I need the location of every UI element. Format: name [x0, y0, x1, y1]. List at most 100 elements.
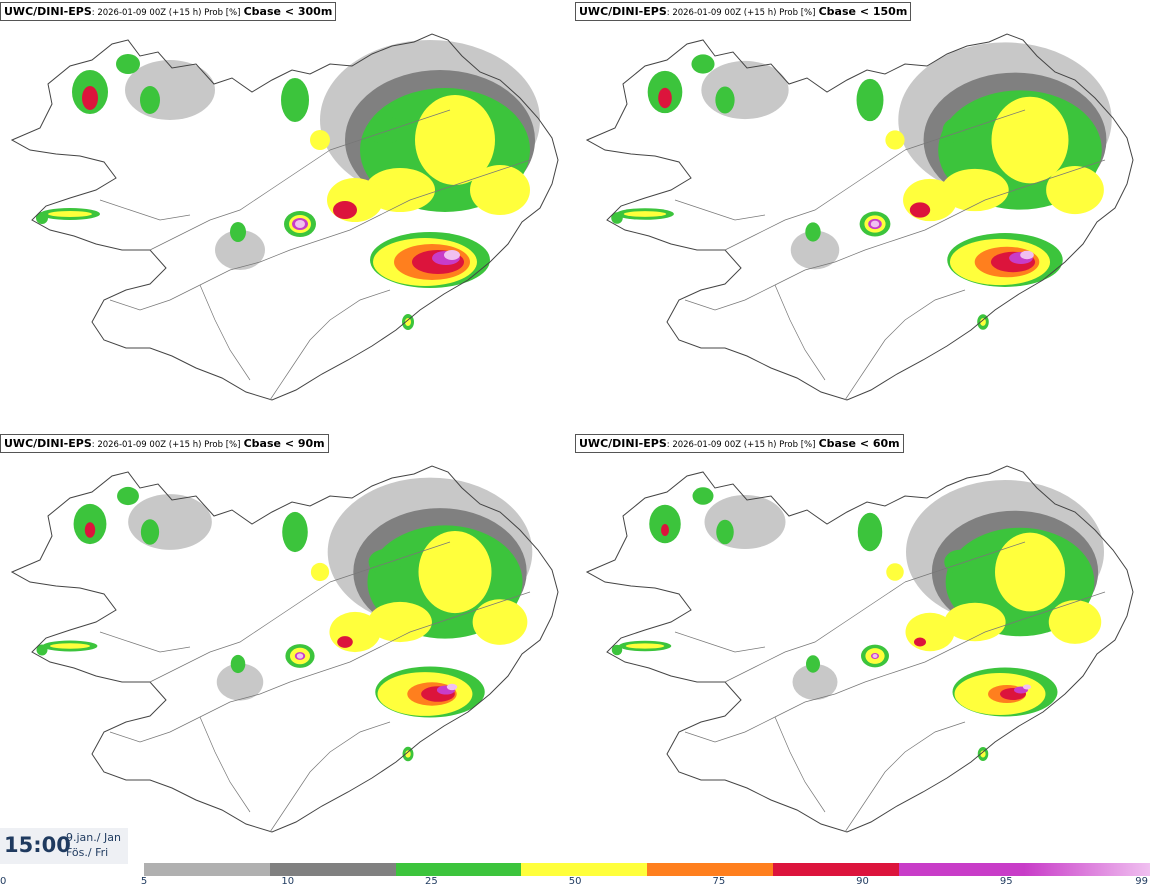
- probability-area: [36, 644, 48, 656]
- probability-area: [806, 655, 820, 673]
- probability-area: [117, 486, 139, 506]
- coastline: [10, 33, 559, 401]
- colorbar-tick-label: 90: [856, 876, 869, 887]
- colorbar-segment: [647, 863, 773, 876]
- colorbar-tick-label: 0: [0, 876, 7, 887]
- probability-area: [1020, 250, 1034, 260]
- probability-area: [84, 522, 96, 538]
- colorbar-tick-label: 95: [999, 876, 1013, 887]
- probability-area: [692, 487, 714, 505]
- probability-area: [281, 78, 309, 122]
- colorbar-tick-label: 5: [140, 876, 148, 887]
- colorbar-tick-label: 75: [712, 876, 726, 887]
- probability-area: [941, 168, 1009, 212]
- probability-area: [909, 202, 931, 218]
- probability-area: [230, 222, 246, 242]
- probability-layer: [611, 487, 1102, 761]
- road-line: [149, 149, 331, 251]
- threshold-label: Cbase < 60m: [818, 437, 900, 450]
- colorbar-tick-label: 50: [568, 876, 582, 887]
- probability-area: [625, 643, 665, 649]
- probability-area: [980, 318, 986, 326]
- colorbar-segment: [395, 863, 522, 876]
- probability-area: [215, 230, 265, 270]
- road-line: [684, 239, 896, 311]
- colorbar-tick-label: 10: [281, 876, 295, 887]
- run-info: : 2026-01-09 00Z (+15 h) Prob [%]: [666, 440, 816, 450]
- probability-area: [716, 519, 734, 545]
- probability-area: [790, 230, 840, 270]
- colorbar-segment: [772, 863, 899, 876]
- road-line: [99, 631, 191, 653]
- model-name: UWC/DINI-EPS: [4, 5, 92, 18]
- probability-area: [295, 220, 305, 228]
- valid-time: 15:00: [4, 833, 71, 857]
- probability-area: [333, 201, 357, 219]
- probability-area: [140, 519, 160, 545]
- panel-header: UWC/DINI-EPS: 2026-01-09 00Z (+15 h) Pro…: [575, 2, 912, 21]
- probability-area: [444, 250, 460, 260]
- colorbar-segment: [144, 863, 270, 876]
- probability-area: [805, 222, 821, 242]
- probability-area: [1046, 165, 1104, 215]
- probability-area: [405, 750, 411, 758]
- probability-area: [691, 54, 715, 74]
- valid-date-line2: Fös./ Fri: [66, 846, 109, 859]
- probability-area: [914, 637, 926, 647]
- probability-layer: [611, 54, 1107, 330]
- probability-map: [10, 465, 559, 833]
- probability-area: [792, 664, 838, 700]
- coastline: [585, 33, 1134, 401]
- probability-area: [611, 644, 623, 656]
- probability-area: [125, 60, 215, 120]
- road-line: [904, 109, 1026, 151]
- probability-area: [128, 494, 212, 550]
- model-name: UWC/DINI-EPS: [579, 437, 667, 450]
- threshold-label: Cbase < 150m: [818, 5, 908, 18]
- probability-area: [857, 512, 883, 552]
- probability-area: [48, 211, 92, 217]
- colorbar-tick-label: 99: [1135, 876, 1148, 887]
- panel-header: UWC/DINI-EPS: 2026-01-09 00Z (+15 h) Pro…: [575, 434, 904, 453]
- road-line: [199, 284, 251, 381]
- run-info: : 2026-01-09 00Z (+15 h) Prob [%]: [91, 8, 241, 18]
- probability-area: [886, 563, 904, 581]
- panel-header: UWC/DINI-EPS: 2026-01-09 00Z (+15 h) Pro…: [0, 434, 329, 453]
- valid-time-box: 15:00 9.jan./ Jan Fös./ Fri: [0, 828, 128, 864]
- model-name: UWC/DINI-EPS: [4, 437, 92, 450]
- probability-area: [368, 601, 432, 643]
- coastline: [10, 465, 559, 833]
- road-line: [684, 671, 896, 743]
- valid-date-line1: 9.jan./ Jan: [66, 831, 121, 844]
- probability-area: [1048, 600, 1102, 644]
- road-line: [329, 109, 451, 151]
- road-line: [99, 199, 191, 221]
- probability-layer: [36, 486, 528, 762]
- road-line: [894, 591, 1106, 673]
- map-panel-cbase-60: UWC/DINI-EPS: 2026-01-09 00Z (+15 h) Pro…: [575, 432, 1150, 860]
- probability-area: [310, 130, 330, 150]
- road-line: [319, 591, 531, 673]
- probability-area: [942, 116, 978, 144]
- probability-map: [585, 33, 1134, 401]
- probability-area: [991, 96, 1069, 184]
- probability-area: [704, 495, 786, 549]
- probability-area: [905, 612, 955, 652]
- probability-area: [661, 524, 669, 536]
- probability-area: [980, 750, 986, 758]
- road-line: [149, 581, 331, 683]
- road-line: [844, 721, 966, 833]
- probability-area: [446, 683, 458, 691]
- probability-area: [296, 653, 304, 659]
- probability-area: [216, 663, 264, 701]
- road-line: [774, 284, 826, 381]
- road-line: [844, 289, 966, 401]
- coastline: [585, 465, 1134, 833]
- probability-area: [872, 654, 878, 658]
- probability-area: [230, 654, 246, 674]
- probability-area: [49, 643, 91, 649]
- probability-area: [337, 636, 353, 648]
- probability-area: [310, 562, 330, 582]
- probability-area: [944, 602, 1006, 642]
- road-line: [724, 581, 906, 683]
